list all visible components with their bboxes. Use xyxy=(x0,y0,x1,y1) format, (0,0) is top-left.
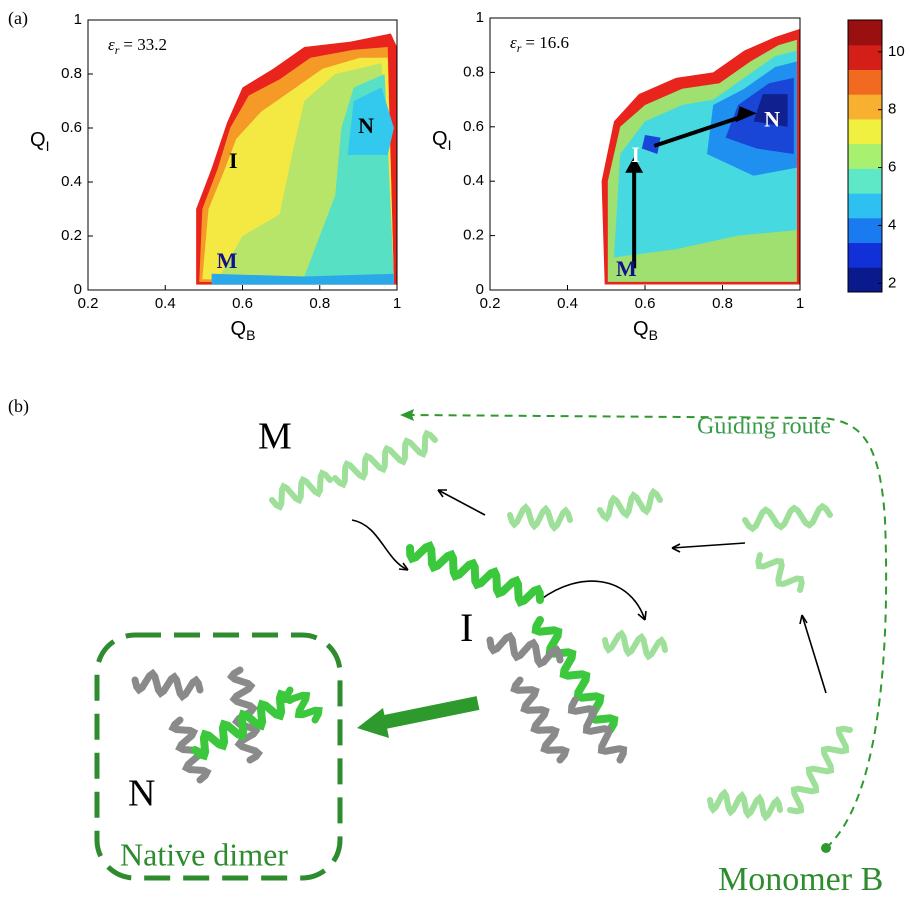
y-tick-label: 0 xyxy=(74,281,82,298)
label-sub: I xyxy=(46,138,50,154)
y-tick-label: 0.2 xyxy=(61,227,82,244)
annotation-sub: r xyxy=(517,41,522,55)
colorbar-band xyxy=(848,218,882,243)
y-tick-label: 0 xyxy=(476,281,484,298)
helix xyxy=(600,492,660,518)
annotation-text: = 33.2 xyxy=(123,35,167,54)
colorbar-tick-label: 6 xyxy=(888,159,896,176)
helix xyxy=(286,690,319,720)
colorbar-tick-label: 8 xyxy=(888,101,896,118)
helix xyxy=(272,473,330,507)
y-tick-label: 1 xyxy=(476,9,484,26)
helix xyxy=(135,674,200,697)
helix xyxy=(510,507,570,527)
axis-label: QI xyxy=(30,129,49,153)
figure: (a) (b) M I N Guiding route Native dimer… xyxy=(0,0,910,903)
colorbar-tick-label: 4 xyxy=(888,216,896,233)
helix xyxy=(335,434,435,485)
helix xyxy=(790,729,850,812)
label-main: Q xyxy=(633,318,649,340)
label-main: Q xyxy=(432,128,448,150)
colorbar-band xyxy=(848,45,882,70)
arrow-head xyxy=(357,708,389,738)
state-label: I xyxy=(460,605,473,650)
label-main: Q xyxy=(231,318,247,340)
helix xyxy=(710,793,780,817)
helix xyxy=(605,634,665,657)
x-tick-label: 0.4 xyxy=(155,295,176,312)
x-tick-label: 0.8 xyxy=(309,295,330,312)
colorbar: 2 4 6 8 10 xyxy=(848,20,905,293)
arrows xyxy=(352,490,826,693)
annotation: εr= 16.6 xyxy=(510,33,569,55)
x-tick-label: 1 xyxy=(393,295,401,312)
colorbar-band xyxy=(848,69,882,94)
helix xyxy=(758,555,801,590)
x-tick-label: 1 xyxy=(796,295,804,312)
y-tick-label: 0.8 xyxy=(61,65,82,82)
helix xyxy=(410,546,540,602)
route-label: Guiding route xyxy=(697,414,831,440)
state-label: M xyxy=(217,248,238,273)
colorbar-band xyxy=(848,20,882,45)
colorbar-band xyxy=(848,144,882,169)
state-label: N xyxy=(764,106,780,131)
state-label: I xyxy=(631,142,640,167)
route-start xyxy=(821,843,831,853)
arrow-head xyxy=(400,409,414,421)
label-sub: B xyxy=(246,327,255,343)
axis-label: QI xyxy=(432,128,451,152)
panel-label: (a) xyxy=(8,8,28,29)
colorbar-tick-label: 2 xyxy=(888,274,896,291)
arrow xyxy=(375,703,478,724)
axis-label: QB xyxy=(231,318,256,342)
x-tick-label: 0.6 xyxy=(635,295,656,312)
colorbar-band xyxy=(848,119,882,144)
y-tick-label: 0.8 xyxy=(463,63,484,80)
annotation: εr= 33.2 xyxy=(108,35,167,57)
x-tick-label: 0.4 xyxy=(557,295,578,312)
structure-diagram: M I N Guiding route Native dimer Monomer… xyxy=(97,409,886,898)
label-sub: I xyxy=(448,137,452,153)
y-tick-label: 0.6 xyxy=(61,119,82,136)
annotation-sub: r xyxy=(115,43,120,57)
state-label: M xyxy=(258,416,292,458)
colorbar-band xyxy=(848,193,882,218)
x-tick-label: 0.8 xyxy=(712,295,733,312)
label-sub: B xyxy=(649,327,658,343)
box-label: Native dimer xyxy=(120,836,288,872)
colorbar-band xyxy=(848,168,882,193)
colorbar-tick-label: 10 xyxy=(888,43,905,60)
y-tick-label: 0.6 xyxy=(463,118,484,135)
state-label: M xyxy=(616,256,637,281)
colorbar-band xyxy=(848,243,882,268)
panel-label: (b) xyxy=(8,396,29,417)
colorbar-band xyxy=(848,267,882,292)
y-tick-label: 0.4 xyxy=(463,172,484,189)
axis-label: QB xyxy=(633,318,658,342)
state-label: I xyxy=(229,148,238,173)
annotation-text: = 16.6 xyxy=(525,33,569,52)
y-tick-label: 1 xyxy=(74,11,82,28)
y-tick-label: 0.4 xyxy=(61,173,82,190)
monomer-label: Monomer B xyxy=(718,861,883,898)
label-main: Q xyxy=(30,129,46,151)
helix xyxy=(515,680,566,760)
y-tick-label: 0.2 xyxy=(463,227,484,244)
state-label: N xyxy=(128,773,155,815)
x-tick-label: 0.6 xyxy=(232,295,253,312)
helix xyxy=(745,506,830,528)
state-label: N xyxy=(358,113,374,138)
colorbar-band xyxy=(848,94,882,119)
